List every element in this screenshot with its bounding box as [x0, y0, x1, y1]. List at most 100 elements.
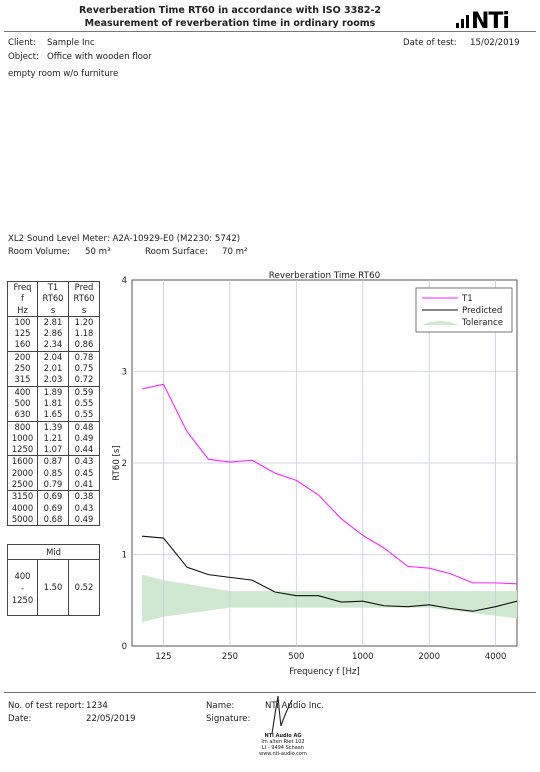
- y-axis-label: RT60 [s]: [112, 445, 122, 480]
- table-value: 250: [14, 363, 31, 374]
- stamp-line-4: www.nti-audio.com: [259, 751, 307, 757]
- client-label: Client:: [8, 38, 36, 48]
- header-line: Hz: [17, 304, 28, 315]
- series-line-t1: [141, 383, 518, 585]
- report-number-value: 1234: [86, 701, 108, 711]
- chart-title: Reverberation Time RT60: [269, 271, 381, 281]
- table-cell: 0.59 0.55 0.55: [68, 385, 100, 422]
- table-row: 3150 4000 5000 0.69 0.69 0.68 0.38 0.43 0.49: [7, 490, 100, 527]
- x-tick-label: 1000: [352, 652, 374, 662]
- table-value: 0.87: [43, 456, 63, 467]
- mid-range: 400 - 1250: [7, 559, 38, 616]
- table-row: 800 1000 1250 1.39 1.21 1.07 0.48 0.49 0.44: [7, 420, 100, 457]
- table-cell: 1.39 1.21 1.07: [37, 420, 69, 457]
- table-value: 630: [14, 409, 31, 420]
- table-value: 0.78: [74, 351, 94, 362]
- table-row: 400 500 630 1.89 1.81 1.65 0.59 0.55 0.55: [7, 385, 100, 422]
- rt60-table-wrapper: Freq f Hz T1 RT60 s Pred RT60 s 100 125 160 2.81 2.86…: [7, 281, 100, 527]
- room-volume-label: Room Volume:: [8, 247, 71, 257]
- table-value: 1.39: [43, 421, 63, 432]
- table-value: 2.03: [43, 374, 63, 385]
- table-value: 0.86: [74, 339, 94, 350]
- table-cell: 3150 4000 5000: [7, 490, 38, 527]
- room-volume-value: 50 m³: [85, 247, 111, 257]
- header-line: T1: [47, 282, 59, 292]
- table-value: 400: [14, 386, 31, 397]
- header-line: Pred: [74, 282, 94, 292]
- table-row: 200 250 315 2.04 2.01 2.03 0.78 0.75 0.72: [7, 350, 100, 387]
- header-line: s: [81, 304, 87, 315]
- table-value: 0.43: [74, 456, 94, 467]
- table-value: 0.41: [74, 479, 94, 490]
- table-value: 2500: [11, 479, 34, 490]
- table-value: 0.49: [74, 432, 94, 443]
- table-value: 0.49: [74, 513, 94, 524]
- table-value: 0.85: [43, 467, 63, 478]
- table-value: 1600: [11, 456, 34, 467]
- table-cell: 0.78 0.75 0.72: [68, 350, 100, 387]
- table-value: 0.69: [43, 502, 63, 513]
- table-value: 125: [14, 328, 31, 339]
- table-value: 0.75: [74, 363, 94, 374]
- table-value: 200: [14, 351, 31, 362]
- table-value: 0.59: [74, 386, 94, 397]
- y-tick-label: 1: [122, 551, 127, 561]
- table-value: 160: [14, 339, 31, 350]
- object-label: Object:: [8, 52, 39, 62]
- stamp-line-3: LI - 9494 Schaan: [262, 745, 304, 751]
- table-cell: 0.38 0.43 0.49: [68, 490, 100, 527]
- report-date-label: Date:: [8, 714, 32, 724]
- stamp-line-2: Im alten Riet 102: [261, 739, 305, 745]
- test-date-label: Date of test:: [403, 38, 457, 48]
- header-divider: [4, 31, 536, 32]
- table-cell: 400 500 630: [7, 385, 38, 422]
- table-value: 1.18: [74, 328, 94, 339]
- y-tick-label: 2: [122, 459, 127, 469]
- table-value: 1.20: [74, 316, 94, 327]
- table-value: 0.55: [74, 409, 94, 420]
- footer-divider: [4, 692, 536, 693]
- x-tick-label: 250: [222, 652, 238, 662]
- mid-table-wrapper: Mid 400 - 1250 1.50 0.52: [7, 544, 100, 616]
- logo-text: NTi: [471, 9, 509, 30]
- signature-icon: [271, 695, 293, 735]
- table-value: 1000: [11, 432, 34, 443]
- table-value: 0.44: [74, 444, 94, 455]
- table-cell: 0.87 0.85 0.79: [37, 455, 69, 492]
- table-value: 5000: [11, 513, 34, 524]
- name-value: NTi Audio Inc.: [265, 701, 325, 711]
- table-value: 0.38: [74, 491, 94, 502]
- table-value: 3150: [11, 491, 34, 502]
- room-note: empty room w/o furniture: [8, 69, 119, 79]
- table-cell: 2.04 2.01 2.03: [37, 350, 69, 387]
- mid-table: Mid 400 - 1250 1.50 0.52: [7, 544, 100, 616]
- rt60-table: Freq f Hz T1 RT60 s Pred RT60 s 100 125 160 2.81 2.86…: [7, 281, 100, 527]
- mid-range-sep: -: [20, 582, 25, 593]
- table-value: 0.69: [43, 491, 63, 502]
- table-value: 0.68: [43, 513, 63, 524]
- header-line: RT60: [42, 293, 64, 304]
- report-title: Reverberation Time RT60 in accordance wi…: [78, 5, 382, 16]
- table-value: 2.01: [43, 363, 63, 374]
- table-value: 315: [14, 374, 31, 385]
- client-value: Sample Inc: [47, 38, 95, 48]
- table-cell: 800 1000 1250: [7, 420, 38, 457]
- table-value: 500: [14, 397, 31, 408]
- legend-label: Predicted: [462, 306, 502, 316]
- table-cell: 2.81 2.86 2.34: [37, 315, 69, 352]
- y-tick-label: 3: [122, 368, 127, 378]
- stamp-line-1: NTi Audio AG: [264, 733, 302, 739]
- table-value: 0.55: [74, 397, 94, 408]
- test-date-value: 15/02/2019: [470, 38, 520, 48]
- table-header-cell: T1 RT60 s: [37, 281, 69, 317]
- table-value: 2.81: [43, 316, 63, 327]
- y-tick-label: 0: [122, 642, 127, 652]
- table-value: 1250: [11, 444, 34, 455]
- name-label: Name:: [206, 701, 235, 711]
- table-value: 0.43: [74, 502, 94, 513]
- table-header-cell: Pred RT60 s: [68, 281, 100, 317]
- table-value: 1.89: [43, 386, 63, 397]
- table-value: 2.86: [43, 328, 63, 339]
- rt60-chart: 125 250 500 1000 2000 4000 0 1 2 3 4 Reverberation …: [112, 271, 518, 677]
- nti-logo-icon: NTi: [456, 9, 510, 34]
